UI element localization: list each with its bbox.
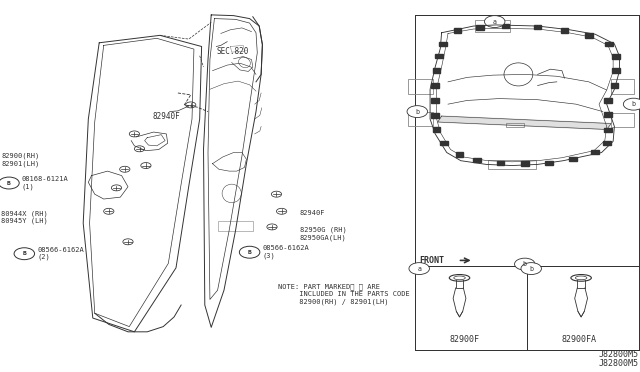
Text: 80944X (RH)
80945Y (LH): 80944X (RH) 80945Y (LH) [1,210,48,224]
Bar [527,266,639,350]
Text: a: a [417,266,421,272]
Text: b: b [415,109,419,115]
Text: 08168-6121A
(1): 08168-6121A (1) [22,176,68,190]
Text: 82950G (RH)
82950GA(LH): 82950G (RH) 82950GA(LH) [300,227,346,241]
Polygon shape [438,116,611,129]
Bar [431,98,439,103]
Text: 82940F: 82940F [300,210,325,216]
Bar [415,266,527,350]
Bar [605,42,613,46]
Bar [218,221,253,231]
Bar [476,25,484,30]
Bar [456,152,463,157]
Bar [415,15,639,266]
Bar [611,83,618,88]
Circle shape [409,263,429,275]
Bar [603,141,611,145]
Bar [488,160,536,169]
Bar [415,15,639,350]
Text: a: a [493,19,497,25]
Bar [473,158,481,162]
Bar [545,161,553,165]
Bar [585,33,593,38]
Text: 82900FA: 82900FA [562,335,596,344]
Text: B: B [248,250,252,255]
Bar [569,157,577,161]
Circle shape [484,16,505,28]
Text: B: B [7,180,11,186]
Bar [604,128,612,132]
Text: b: b [632,101,636,107]
Text: 08566-6162A
(2): 08566-6162A (2) [37,247,84,260]
Text: b: b [523,261,527,267]
Text: b: b [529,266,533,272]
Bar [521,161,529,166]
Bar [431,83,439,88]
Bar [604,98,612,103]
Text: 82940F: 82940F [152,112,180,121]
Bar [534,25,541,29]
Bar [433,68,440,73]
Text: SEC.820: SEC.820 [216,46,249,55]
Text: NOTE: PART MARKEDⒶ Ⓑ ARE
     INCLUDED IN THE PARTS CODE
     82900(RH) / 82901(: NOTE: PART MARKEDⒶ Ⓑ ARE INCLUDED IN THE… [278,283,410,305]
Bar [611,79,634,94]
Bar [408,79,433,94]
Text: J82800M5: J82800M5 [599,359,639,368]
Bar [433,127,440,132]
Bar [440,141,448,145]
Text: FRONT: FRONT [419,256,444,265]
Bar [439,42,447,46]
Text: 82900(RH)
82901(LH): 82900(RH) 82901(LH) [1,153,40,167]
Circle shape [407,106,428,118]
Circle shape [515,258,535,270]
Bar [497,161,504,165]
Circle shape [521,263,541,275]
Text: 08566-6162A
(3): 08566-6162A (3) [262,246,309,259]
Bar [502,24,509,28]
Bar [431,113,439,118]
Bar [612,68,620,73]
Bar [454,28,461,33]
Text: 82900F: 82900F [449,335,479,344]
Circle shape [623,98,640,110]
Bar [408,112,433,126]
Bar [611,113,634,127]
Bar [612,54,620,59]
Bar [475,20,510,32]
Text: B: B [22,251,26,256]
Bar [435,54,443,58]
Bar [506,123,524,127]
Bar [561,28,568,33]
Bar [604,112,612,117]
Text: J82800M5: J82800M5 [599,350,639,359]
Bar [591,150,599,154]
